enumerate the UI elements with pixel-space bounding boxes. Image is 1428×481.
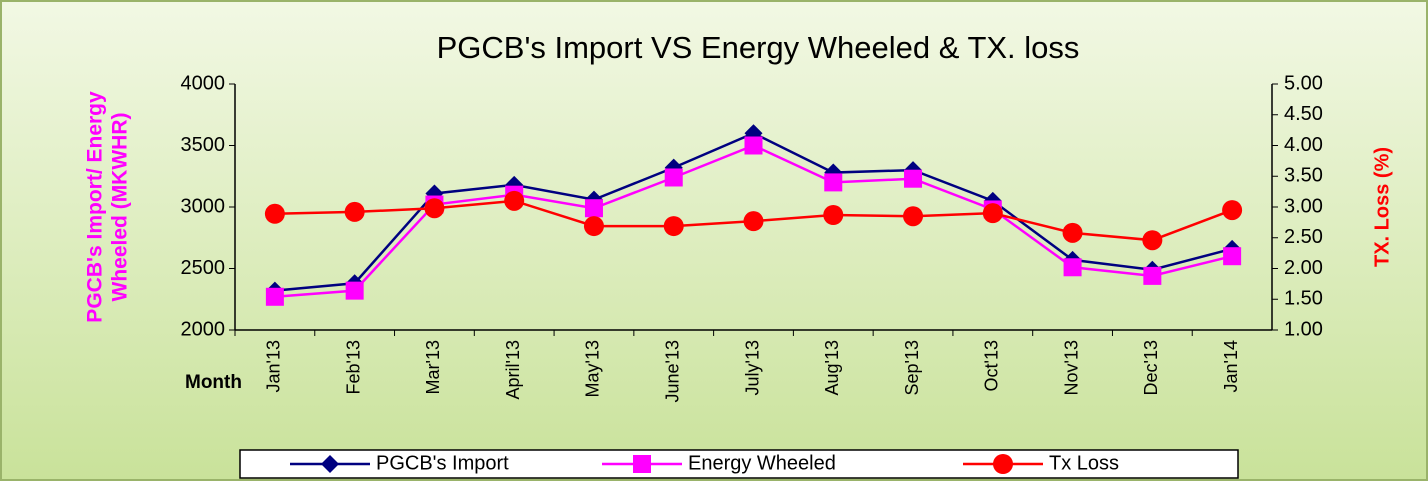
data-point (1222, 200, 1243, 221)
data-point (823, 204, 844, 225)
legend-label: Energy Wheeled (688, 452, 836, 474)
x-tick-label: Nov'13 (1061, 340, 1081, 395)
y2-tick-label: 2.50 (1284, 226, 1323, 248)
data-point (584, 199, 603, 218)
data-point (1143, 266, 1162, 285)
data-point (744, 136, 763, 155)
data-point (904, 169, 923, 188)
legend-marker (993, 454, 1013, 474)
y-tick-label: 3000 (181, 195, 226, 217)
data-point (345, 281, 364, 300)
data-point (424, 198, 445, 219)
data-point (1063, 258, 1082, 277)
y-tick-label: 2000 (181, 318, 226, 340)
x-axis-label: Month (185, 372, 242, 393)
y2-tick-label: 5.00 (1284, 72, 1323, 94)
y-tick-label: 4000 (181, 72, 226, 94)
data-point (344, 201, 365, 222)
y-axis-label: PGCB's Import/ Energy (84, 91, 107, 323)
legend-marker (633, 455, 651, 473)
data-point (903, 206, 924, 227)
y2-tick-label: 4.50 (1284, 103, 1323, 125)
y2-tick-label: 3.50 (1284, 165, 1323, 187)
y2-tick-label: 1.50 (1284, 288, 1323, 310)
data-point (664, 168, 683, 187)
x-tick-label: Jan'14 (1221, 340, 1241, 392)
data-point (1142, 230, 1163, 251)
data-point (824, 173, 843, 192)
x-tick-label: June'13 (662, 340, 682, 403)
data-point (264, 203, 285, 224)
y2-tick-label: 4.00 (1284, 134, 1323, 156)
y2-tick-label: 1.00 (1284, 318, 1323, 340)
legend-marker (321, 455, 339, 473)
data-point (663, 216, 684, 237)
x-tick-label: Jan'13 (264, 340, 284, 392)
data-point (743, 211, 764, 232)
x-tick-label: Feb'13 (343, 340, 363, 394)
data-point (265, 287, 284, 306)
legend (239, 449, 1239, 479)
data-point (982, 203, 1003, 224)
y2-axis-label: TX. Loss (%) (1371, 147, 1393, 267)
x-tick-label: Mar'13 (423, 340, 443, 394)
data-point (1062, 222, 1083, 243)
y2-tick-label: 3.00 (1284, 195, 1323, 217)
x-tick-label: Dec'13 (1141, 340, 1161, 395)
y-axis-label: Wheeled (MKWHR) (109, 113, 132, 302)
x-tick-label: April'13 (503, 340, 523, 399)
x-tick-label: Oct'13 (982, 340, 1002, 391)
data-point (583, 216, 604, 237)
y-tick-label: 3500 (181, 134, 226, 156)
y-tick-label: 2500 (181, 257, 226, 279)
legend-label: PGCB's Import (376, 452, 509, 474)
y2-tick-label: 2.00 (1284, 257, 1323, 279)
x-tick-label: Aug'13 (822, 340, 842, 396)
x-tick-label: July'13 (742, 340, 762, 395)
legend-label: Tx Loss (1049, 452, 1119, 474)
chart-title: PGCB's Import VS Energy Wheeled & TX. lo… (437, 30, 1080, 65)
data-point (1223, 247, 1242, 266)
x-tick-label: May'13 (583, 340, 603, 397)
x-tick-label: Sep'13 (902, 340, 922, 396)
data-point (504, 190, 525, 211)
